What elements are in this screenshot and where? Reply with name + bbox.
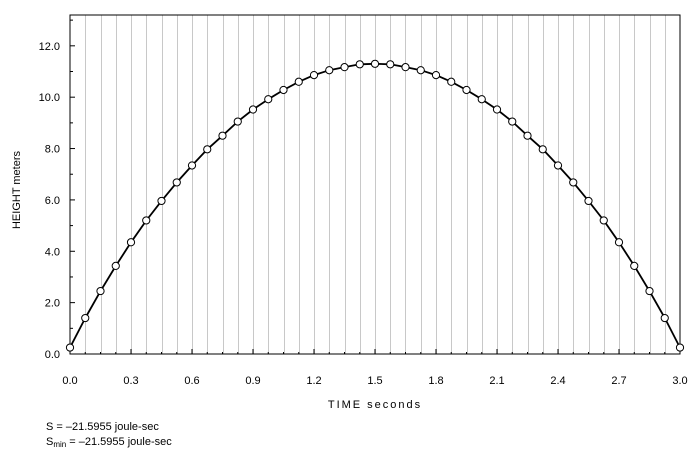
y-tick-label: 10.0 [39,92,60,104]
data-point [218,131,227,140]
data-point [584,196,593,206]
y-axis-label: HEIGHT meters [11,150,23,229]
data-point [370,59,380,68]
data-point [142,216,151,225]
grid-lines [85,15,666,354]
x-tick-label: 2.1 [489,375,504,387]
data-point [660,313,669,323]
data-point [630,261,639,271]
data-point [569,178,578,187]
min-action-annotation: Smin = –21.5955 joule-sec [46,436,172,451]
data-point [203,145,212,154]
data-point [309,70,319,80]
x-tick-label: 1.8 [428,375,443,387]
x-tick-label: 0.3 [123,375,138,387]
data-point [233,117,242,126]
data-point [401,63,410,72]
data-point [553,161,563,170]
data-point [65,343,75,352]
data-point [187,161,197,170]
data-point [523,131,532,140]
min-action-value: = –21.5955 joule-sec [66,436,172,448]
x-tick-label: 1.5 [367,375,382,387]
x-tick-label: 0.0 [62,375,77,387]
data-point [248,105,258,114]
data-point [81,313,90,323]
action-annotation: S = –21.5955 joule-sec [46,421,159,434]
y-tick-label: 4.0 [45,246,60,258]
y-tick-label: 0.0 [45,349,60,361]
y-tick-label: 6.0 [45,195,60,207]
data-point [126,238,136,247]
data-point [477,95,486,104]
data-point [355,60,364,69]
data-point [599,216,608,225]
data-point [172,178,181,187]
data-point [675,343,685,352]
y-tick-label: 8.0 [45,144,60,156]
data-point [492,105,502,114]
action-value: S = –21.5955 joule-sec [46,421,159,433]
min-action-symbol: S [46,436,54,448]
data-point [447,77,456,86]
data-point [279,85,288,95]
x-tick-label: 2.7 [611,375,626,387]
series-layer [65,59,685,352]
data-point [431,70,441,80]
x-tick-labels: 0.0 0.3 0.6 0.9 1.2 1.5 1.8 2.1 2.4 2.7 3.0 [62,375,687,387]
y-tick-label: 12.0 [39,41,60,53]
data-point [462,85,471,95]
min-action-subscript: min [53,440,67,449]
x-tick-label: 0.9 [245,375,260,387]
data-point [325,66,334,75]
data-point [508,117,517,126]
data-point [538,145,547,154]
data-point [111,261,120,271]
data-point [294,77,303,86]
data-point [645,286,654,296]
x-tick-label: 3.0 [672,375,687,387]
data-point [416,66,425,75]
x-tick-label: 2.4 [550,375,565,387]
data-point [386,60,395,69]
data-point [340,63,349,72]
data-point [614,238,624,247]
x-tick-label: 1.2 [306,375,321,387]
data-point [264,95,273,104]
x-tick-label: 0.6 [184,375,199,387]
y-tick-labels: 0.0 2.0 4.0 6.0 8.0 10.0 12.0 [39,41,60,361]
x-axis-label: TIME seconds [328,399,422,411]
data-point [157,196,166,206]
data-point [96,286,105,296]
y-tick-label: 2.0 [45,298,60,310]
